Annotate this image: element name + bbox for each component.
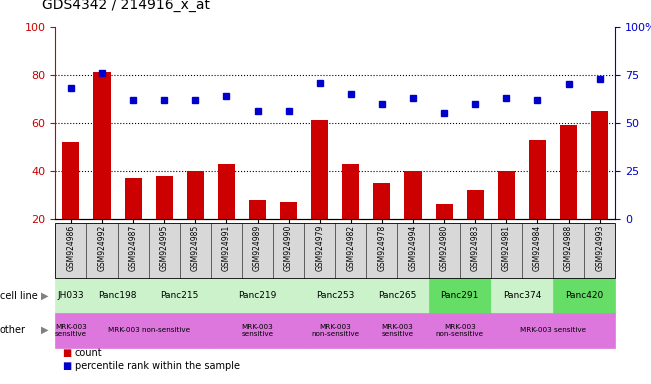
Text: ▶: ▶: [41, 325, 49, 335]
Text: ■: ■: [62, 361, 71, 371]
Text: GSM924992: GSM924992: [98, 225, 107, 271]
Text: Panc219: Panc219: [238, 291, 277, 300]
Text: GSM924979: GSM924979: [315, 225, 324, 271]
Text: GSM924995: GSM924995: [159, 225, 169, 271]
Text: Panc420: Panc420: [565, 291, 603, 300]
Text: Panc265: Panc265: [378, 291, 417, 300]
Text: GSM924994: GSM924994: [409, 225, 417, 271]
Text: Panc253: Panc253: [316, 291, 354, 300]
Bar: [249, 200, 266, 267]
Text: GSM924987: GSM924987: [129, 225, 137, 271]
Text: MRK-003
non-sensitive: MRK-003 non-sensitive: [436, 324, 484, 337]
Text: Panc198: Panc198: [98, 291, 137, 300]
Bar: [342, 164, 359, 267]
Text: JH033: JH033: [57, 291, 84, 300]
Text: count: count: [75, 348, 102, 358]
Text: Panc215: Panc215: [161, 291, 199, 300]
Bar: [218, 164, 235, 267]
Bar: [187, 171, 204, 267]
Text: MRK-003
non-sensitive: MRK-003 non-sensitive: [311, 324, 359, 337]
Bar: [280, 202, 297, 267]
Text: GSM924986: GSM924986: [66, 225, 76, 271]
Bar: [404, 171, 422, 267]
Text: MRK-003
sensitive: MRK-003 sensitive: [381, 324, 413, 337]
Bar: [560, 125, 577, 267]
Text: MRK-003 sensitive: MRK-003 sensitive: [520, 327, 586, 333]
Text: Panc291: Panc291: [441, 291, 479, 300]
Text: GSM924990: GSM924990: [284, 225, 293, 271]
Text: GSM924983: GSM924983: [471, 225, 480, 271]
Bar: [498, 171, 515, 267]
Bar: [156, 176, 173, 267]
Bar: [467, 190, 484, 267]
Text: GSM924989: GSM924989: [253, 225, 262, 271]
Bar: [124, 178, 142, 267]
Text: ▶: ▶: [41, 291, 49, 301]
Text: ■: ■: [62, 348, 71, 358]
Text: GSM924978: GSM924978: [378, 225, 387, 271]
Bar: [374, 183, 391, 267]
Bar: [436, 204, 452, 267]
Text: GDS4342 / 214916_x_at: GDS4342 / 214916_x_at: [42, 0, 210, 12]
Text: GSM924985: GSM924985: [191, 225, 200, 271]
Text: GSM924980: GSM924980: [439, 225, 449, 271]
Text: percentile rank within the sample: percentile rank within the sample: [75, 361, 240, 371]
Text: MRK-003
sensitive: MRK-003 sensitive: [55, 324, 87, 337]
Text: MRK-003
sensitive: MRK-003 sensitive: [242, 324, 273, 337]
Text: GSM924982: GSM924982: [346, 225, 355, 271]
Text: GSM924988: GSM924988: [564, 225, 573, 271]
Text: GSM924981: GSM924981: [502, 225, 511, 271]
Text: GSM924993: GSM924993: [595, 225, 604, 271]
Bar: [94, 73, 111, 267]
Bar: [311, 121, 328, 267]
Text: cell line: cell line: [0, 291, 38, 301]
Text: other: other: [0, 325, 26, 335]
Text: GSM924991: GSM924991: [222, 225, 231, 271]
Bar: [591, 111, 608, 267]
Text: MRK-003 non-sensitive: MRK-003 non-sensitive: [107, 327, 189, 333]
Bar: [529, 140, 546, 267]
Bar: [62, 142, 79, 267]
Text: Panc374: Panc374: [503, 291, 541, 300]
Text: GSM924984: GSM924984: [533, 225, 542, 271]
